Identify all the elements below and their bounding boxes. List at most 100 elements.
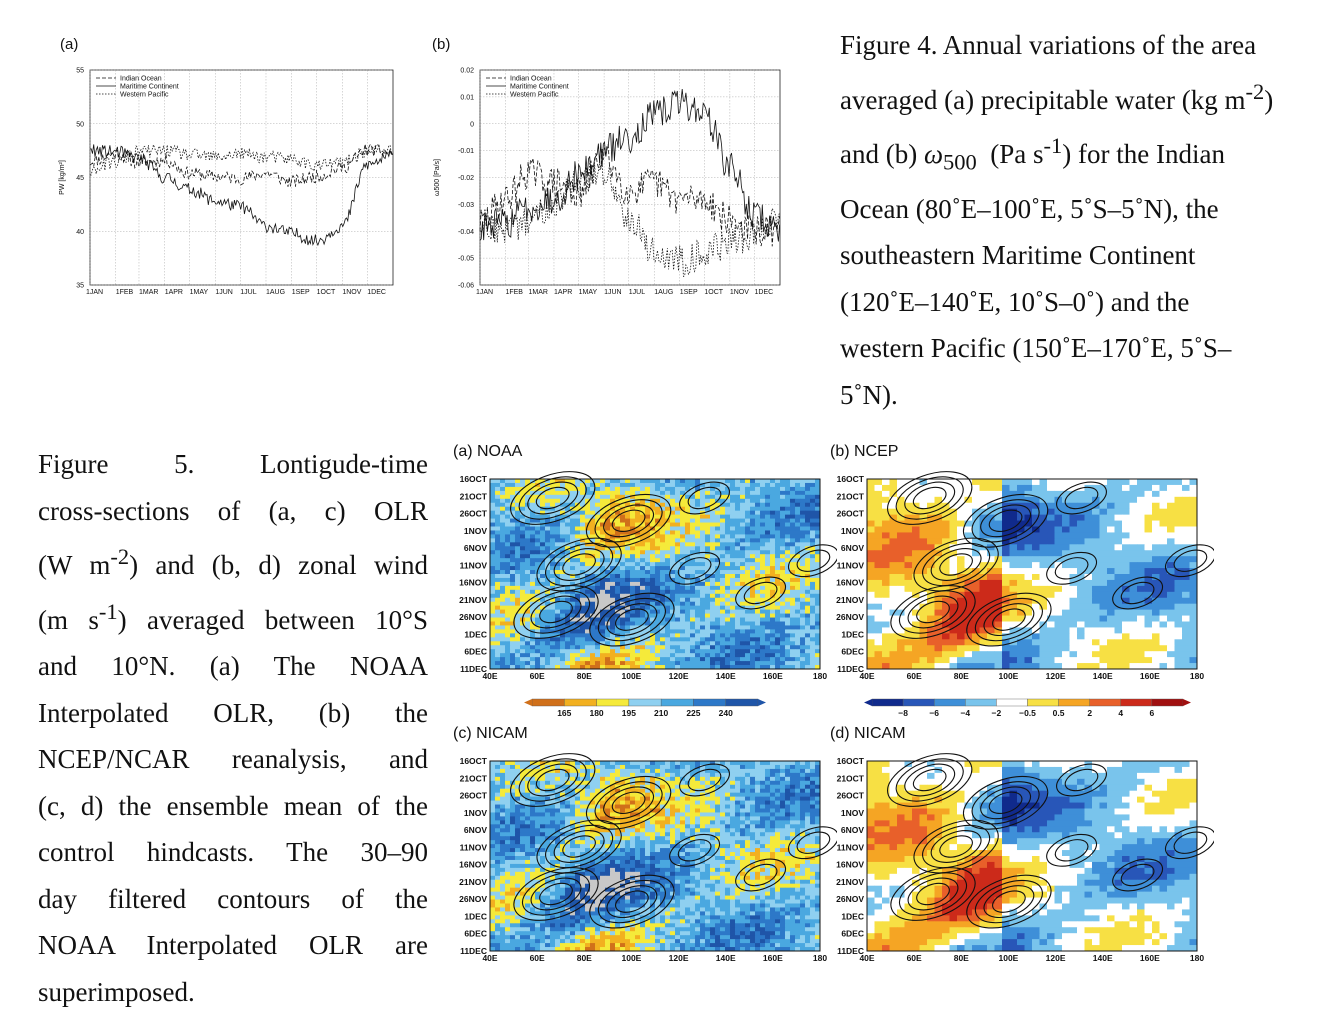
heatmap-cell [510,613,516,618]
heatmap-cell [665,570,671,575]
heatmap-cell [972,550,980,557]
heatmap-cell [942,663,950,670]
heatmap-cell [625,649,631,654]
heatmap-cell [590,530,596,535]
heatmap-cell [810,621,816,626]
heatmap-cell [810,486,816,492]
heatmap-cell [805,479,811,484]
heatmap-cell [690,645,696,650]
contour-line [916,600,950,624]
heatmap-cell [540,637,546,642]
heatmap-cell [510,653,516,658]
heatmap-cell [815,538,821,543]
heatmap-cell [815,542,821,547]
heatmap-cell [1062,579,1070,587]
heatmap-cell [1002,508,1010,516]
heatmap-cell [1122,574,1130,581]
heatmap-cell [785,637,791,642]
heatmap-cell [765,621,771,626]
y-tick-label: 6DEC [841,647,864,657]
heatmap-cell [810,494,816,500]
heatmap-cell [1092,585,1100,593]
heatmap-cell [535,534,541,539]
heatmap-cell [1047,645,1055,652]
heatmap-cell [1174,568,1183,575]
heatmap-cell [615,641,621,646]
heatmap-cell [942,597,950,605]
heatmap-cell [595,593,601,599]
heatmap-cell [785,518,791,523]
heatmap-cell [505,613,511,618]
heatmap-cell [570,653,576,658]
heatmap-cell [635,518,641,523]
heatmap-cell [795,522,801,527]
heatmap-cell [530,550,536,555]
heatmap-cell [705,502,711,508]
heatmap-cell [770,479,776,484]
heatmap-cell [1039,574,1048,581]
heatmap-cell [1092,574,1100,581]
heatmap-cell [635,494,641,500]
heatmap-cell [780,637,786,642]
heatmap-cell [882,532,890,539]
heatmap-cell [1107,651,1115,658]
y-tick-label: 26OCT [460,509,488,519]
heatmap-cell [1159,615,1168,622]
contour-line [988,509,1023,533]
heatmap-cell [495,577,501,583]
heatmap-cell [545,542,551,547]
heatmap-cell [800,637,806,642]
heatmap-cell [670,490,676,496]
heatmap-cell [510,554,516,559]
heatmap-cell [585,479,591,484]
heatmap-cell [525,633,531,638]
heatmap-cell [590,502,596,508]
heatmap-cell [645,526,651,531]
heatmap-cell [725,661,731,666]
heatmap-cell [635,585,641,591]
heatmap-cell [490,653,496,658]
heatmap-cell [720,494,726,500]
heatmap-cell [760,605,766,611]
heatmap-cell [1107,663,1115,670]
heatmap-cell [770,649,776,654]
heatmap-cell [815,550,821,555]
heatmap-cell [725,581,731,587]
heatmap-cell [1182,550,1190,557]
heatmap-cell [1107,603,1115,611]
heatmap-cell [570,514,576,519]
heatmap-cell [575,585,581,591]
heatmap-cell [1092,615,1100,622]
heatmap-cell [635,764,641,770]
heatmap-cell [1002,544,1010,551]
heatmap-cell [934,639,943,646]
heatmap-cell [505,558,511,563]
heatmap-cell [730,589,736,595]
heatmap-cell [720,546,726,551]
heatmap-cell [1032,532,1040,539]
heatmap-cell [795,764,801,770]
heatmap-cell [620,566,626,571]
x-tick-label: 80E [954,671,969,681]
heatmap-cell [725,490,731,496]
heatmap-cell [580,522,586,527]
heatmap-cell [500,617,506,622]
heatmap-cell [640,530,646,535]
heatmap-cell [790,641,796,646]
contour-line [535,486,570,510]
heatmap-cell [675,502,681,508]
heatmap-cell [1122,645,1130,652]
heatmap-cell [770,558,776,563]
heatmap-cell [545,566,551,571]
heatmap-cell [680,597,686,603]
heatmap-cell [580,526,586,531]
heatmap-cell [1077,603,1085,611]
heatmap-cell [904,508,913,516]
heatmap-cell [655,570,661,575]
heatmap-cell [705,542,711,547]
heatmap-cell [640,526,646,531]
heatmap-cell [530,566,536,571]
heatmap-cell [520,502,526,508]
heatmap-cell [495,764,501,770]
heatmap-cell [790,514,796,519]
